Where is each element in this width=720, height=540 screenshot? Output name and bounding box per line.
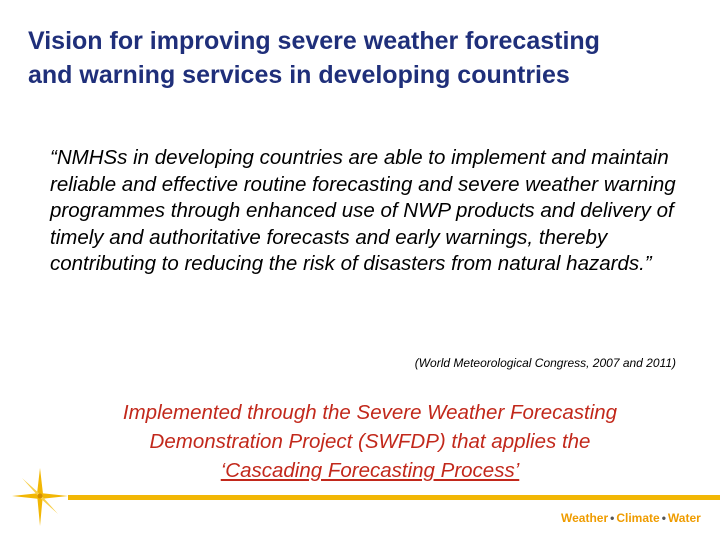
quote-citation: (World Meteorological Congress, 2007 and… [414, 356, 676, 370]
note-line-1: Implemented through the Severe Weather F… [122, 401, 618, 424]
tagline-water: Water [667, 511, 701, 525]
tagline-weather: Weather [561, 511, 609, 525]
note-line-3: ‘Cascading Forecasting Process’ [220, 459, 520, 482]
slide-title-line-2: and warning services in developing count… [28, 61, 570, 89]
tagline-separator: • [610, 511, 615, 525]
tagline-climate: Climate [616, 511, 660, 525]
tagline-separator: • [661, 511, 666, 525]
footer-rule [68, 495, 720, 500]
slide-title-line-1: Vision for improving severe weather fore… [28, 27, 600, 55]
slide-title: Vision for improving severe weather fore… [28, 24, 708, 92]
vision-quote: “NMHSs in developing countries are able … [50, 146, 676, 275]
footer-tagline: Weather • Climate • Water [561, 511, 701, 525]
implementation-note: Implemented through the Severe Weather F… [40, 398, 700, 485]
compass-star-icon [12, 468, 68, 526]
note-line-2: Demonstration Project (SWFDP) that appli… [149, 430, 591, 453]
